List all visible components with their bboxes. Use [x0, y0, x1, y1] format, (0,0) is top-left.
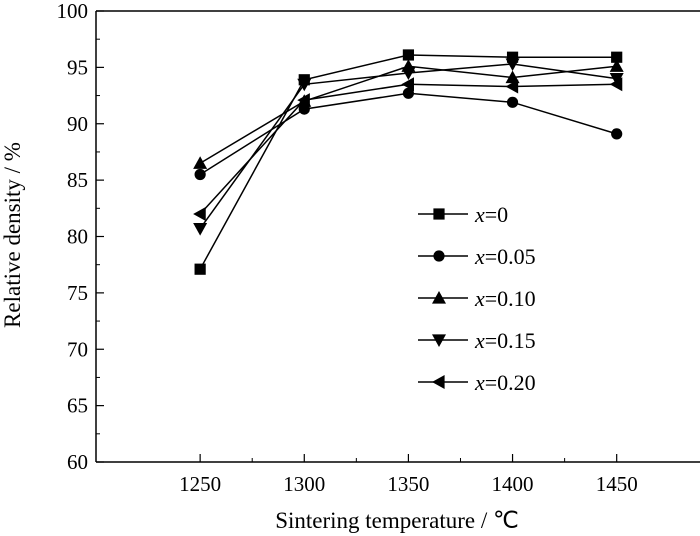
- legend-entry: x=0.05: [418, 244, 536, 269]
- legend-label: x=0.10: [474, 286, 536, 311]
- data-point: [609, 73, 624, 86]
- data-point: [401, 77, 415, 92]
- x-tick-label: 1350: [387, 472, 429, 496]
- data-point: [401, 67, 416, 81]
- y-tick-label: 60: [67, 450, 88, 474]
- legend-label: x=0: [474, 202, 508, 227]
- legend-entry: x=0.20: [418, 370, 536, 395]
- series-layer: [193, 49, 624, 275]
- x-tick-label: 1250: [179, 472, 221, 496]
- legend-entry: x=0.10: [418, 286, 536, 311]
- data-point: [193, 206, 206, 221]
- data-point: [505, 79, 519, 94]
- x-tick-label: 1450: [596, 472, 638, 496]
- data-point: [609, 59, 624, 72]
- legend-label-value: =0.20: [485, 370, 536, 395]
- y-tick-label: 95: [67, 55, 88, 79]
- data-point: [505, 70, 520, 84]
- data-point: [505, 58, 520, 71]
- legend-entry: x=0.15: [418, 328, 536, 353]
- legend-label-value: =0: [485, 202, 508, 227]
- data-point: [194, 168, 206, 181]
- legend: x=0x=0.05x=0.10x=0.15x=0.20: [418, 202, 536, 395]
- legend-label-value: =0.15: [485, 328, 536, 353]
- legend-label-var: x: [474, 328, 485, 353]
- data-point: [193, 156, 208, 169]
- axes: 60 65 70 75 80 85 90 95 100 1250 1300 1350 1400 1450: [57, 0, 700, 496]
- data-point: [297, 78, 312, 92]
- data-point: [297, 93, 310, 108]
- data-point: [506, 51, 519, 63]
- legend-label: x=0.15: [474, 328, 536, 353]
- series-4: [193, 77, 623, 221]
- data-point: [611, 128, 623, 140]
- legend-marker: [433, 208, 445, 220]
- legend-marker: [433, 250, 445, 262]
- y-tick-label: 80: [67, 225, 88, 249]
- x-tick-label: 1300: [283, 472, 325, 496]
- data-point: [194, 263, 206, 275]
- y-tick-label: 75: [67, 281, 88, 305]
- legend-label-value: =0.10: [485, 286, 536, 311]
- x-tick-label: 1400: [492, 472, 534, 496]
- legend-marker: [432, 334, 446, 347]
- legend-label: x=0.05: [474, 244, 536, 269]
- data-point: [609, 77, 623, 92]
- y-tick-label: 90: [67, 112, 88, 136]
- series-1: [194, 87, 623, 181]
- x-axis-title: Sintering temperature / ℃: [275, 508, 519, 533]
- legend-label-var: x: [474, 286, 485, 311]
- legend-entry: x=0: [418, 202, 508, 227]
- data-point: [506, 96, 519, 108]
- legend-label-var: x: [474, 244, 485, 269]
- series-line: [199, 92, 617, 176]
- y-tick-label: 85: [67, 168, 88, 192]
- series-3: [193, 58, 624, 236]
- data-point: [193, 223, 208, 236]
- legend-label-value: =0.05: [485, 244, 536, 269]
- legend-label-var: x: [474, 370, 485, 395]
- y-tick-label: 70: [67, 337, 88, 361]
- data-point: [402, 49, 415, 61]
- series-line: [199, 83, 617, 215]
- legend-marker: [432, 291, 446, 304]
- legend-label: x=0.20: [474, 370, 536, 395]
- y-axis-title: Relative density / %: [0, 142, 25, 328]
- legend-label-var: x: [474, 202, 485, 227]
- data-point: [611, 51, 623, 63]
- y-tick-label: 65: [67, 394, 88, 418]
- legend-marker: [432, 375, 445, 389]
- data-point: [402, 87, 415, 99]
- y-tick-label: 100: [57, 0, 89, 23]
